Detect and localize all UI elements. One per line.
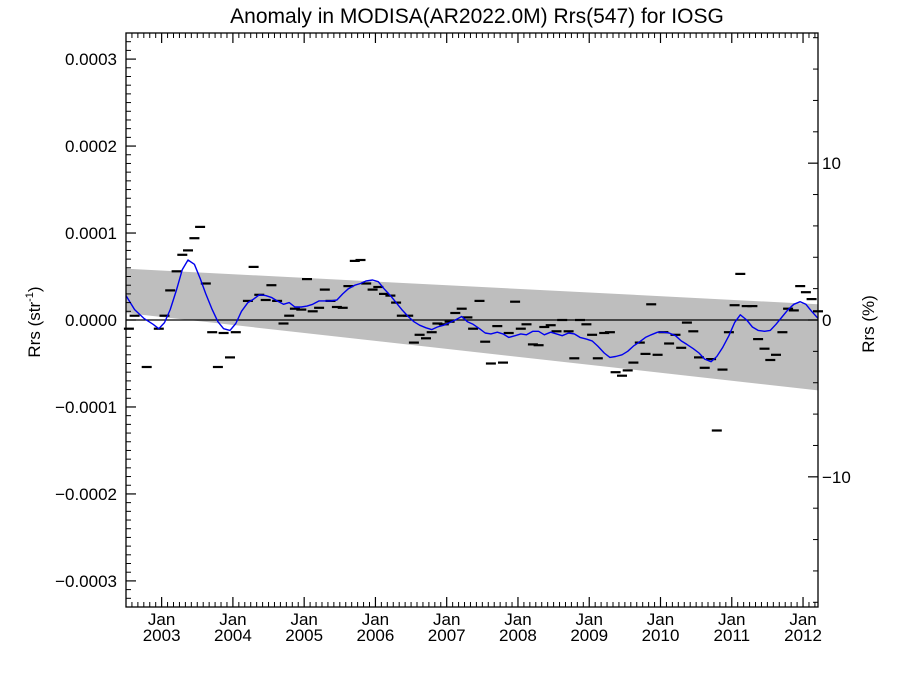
x-tick-label-year-4: 2007 [428, 626, 466, 645]
x-tick-label-month-8: Jan [718, 610, 745, 629]
x-tick-label-year-9: 2012 [784, 626, 822, 645]
y-tick-label-3: 0.0000 [65, 311, 117, 330]
x-tick-label-month-6: Jan [576, 610, 603, 629]
x-tick-label-month-4: Jan [433, 610, 460, 629]
x-tick-label-year-1: 2004 [214, 626, 252, 645]
axes-layer: −0.0003 −0.0002 −0.0001 0.0000 0.0001 0.0002 0… [55, 32, 851, 645]
x-tick-label-year-2: 2005 [285, 626, 323, 645]
x-tick-label-year-7: 2010 [642, 626, 680, 645]
chart-title: Anomaly in MODISA(AR2022.0M) Rrs(547) fo… [230, 5, 724, 28]
x-tick-label-year-5: 2008 [499, 626, 537, 645]
x-tick-label-month-5: Jan [504, 610, 531, 629]
y-axis-label-main: Rrs (str [25, 302, 44, 358]
x-tick-label-year-6: 2009 [570, 626, 608, 645]
y2-tick-label-1: 0 [822, 311, 831, 330]
series-layer [125, 259, 819, 363]
x-tick-label-year-8: 2011 [713, 626, 750, 645]
x-tick-label-year-0: 2003 [143, 626, 181, 645]
y-tick-label-2: −0.0001 [55, 398, 117, 417]
y-tick-label-6: 0.0003 [65, 50, 117, 69]
x-tick-label-month-7: Jan [647, 610, 674, 629]
y-tick-label-0: −0.0003 [55, 572, 117, 591]
y2-tick-label-0: −10 [822, 468, 851, 487]
x-tick-label-month-2: Jan [290, 610, 317, 629]
y-tick-label-5: 0.0002 [65, 137, 117, 156]
y2-axis-label: Rrs (%) [859, 295, 878, 353]
x-tick-label-year-3: 2006 [357, 626, 395, 645]
x-tick-label-month-0: Jan [148, 610, 175, 629]
y-axis-label: Rrs (str-1) [24, 286, 44, 357]
x-tick-label-month-9: Jan [789, 610, 816, 629]
y2-tick-label-2: 10 [822, 154, 841, 173]
y-axis-label-superscript: -1 [24, 292, 36, 302]
x-tick-label-month-3: Jan [362, 610, 389, 629]
x-tick-label-month-1: Jan [219, 610, 246, 629]
y-tick-label-4: 0.0001 [65, 224, 117, 243]
y-axis-label-close: ) [25, 286, 44, 292]
series-line-0 [125, 259, 819, 363]
y-tick-label-1: −0.0002 [55, 485, 117, 504]
monthly-markers-layer [123, 225, 823, 432]
